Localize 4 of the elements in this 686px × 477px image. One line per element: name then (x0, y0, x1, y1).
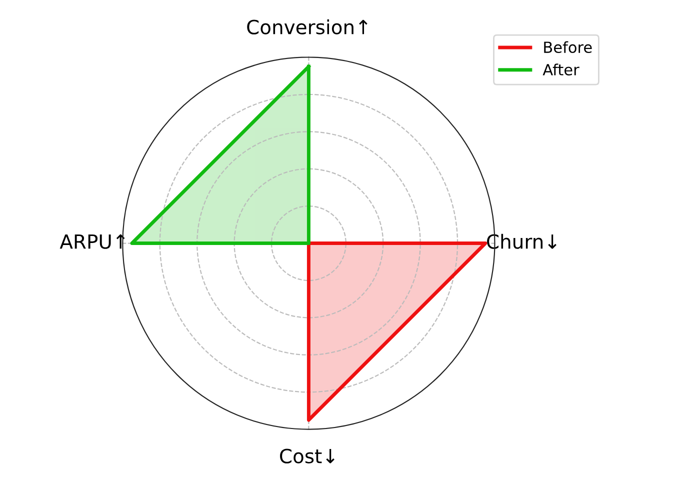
spoke-label: Cost↓ (280, 448, 334, 464)
spoke-label: Conversion↑ (247, 19, 368, 34)
legend-label: Before (544, 41, 592, 54)
legend-label: After (542, 64, 580, 76)
